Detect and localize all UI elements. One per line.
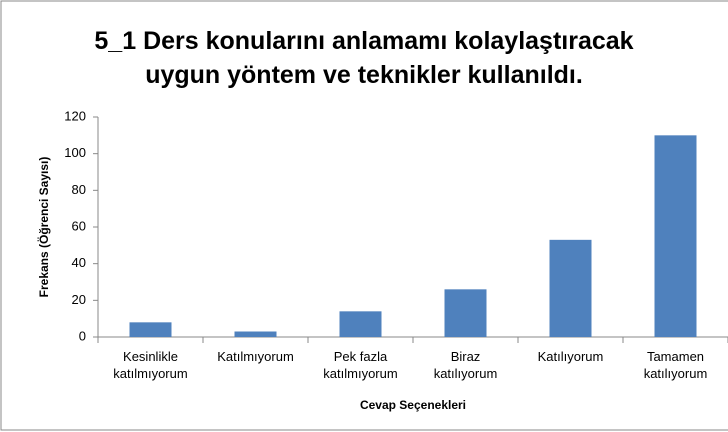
y-tick-label: 20 <box>72 292 86 307</box>
x-tick-label: Katılmıyorum <box>217 349 294 364</box>
x-tick-label: Biraz katılıyorum <box>433 349 498 381</box>
x-axis-label: Cevap Seçenekleri <box>359 398 467 412</box>
bar <box>444 289 487 337</box>
y-axis-label: Frekans (Öğrenci Sayısı) <box>36 157 51 298</box>
bar <box>129 322 172 337</box>
x-tick-label: Katılıyorum <box>537 349 604 364</box>
x-tick-label: Pek fazla katılmıyorum <box>323 349 398 381</box>
y-tick-label: 60 <box>72 218 86 233</box>
y-tick-label: 40 <box>72 255 86 270</box>
y-tick-label: 100 <box>64 145 86 160</box>
y-tick-label: 120 <box>64 108 86 123</box>
x-tick-label: Tamamen katılıyorum <box>643 349 708 381</box>
chart-title: 5_1 Ders konularını anlamamı kolaylaştır… <box>94 27 634 89</box>
bar <box>549 239 592 337</box>
y-tick-label: 0 <box>79 328 86 343</box>
bar <box>339 311 382 337</box>
y-tick-label: 80 <box>72 182 86 197</box>
bar <box>234 331 277 337</box>
bar <box>654 135 697 337</box>
x-tick-label: Kesinlikle katılmıyorum <box>113 349 188 381</box>
